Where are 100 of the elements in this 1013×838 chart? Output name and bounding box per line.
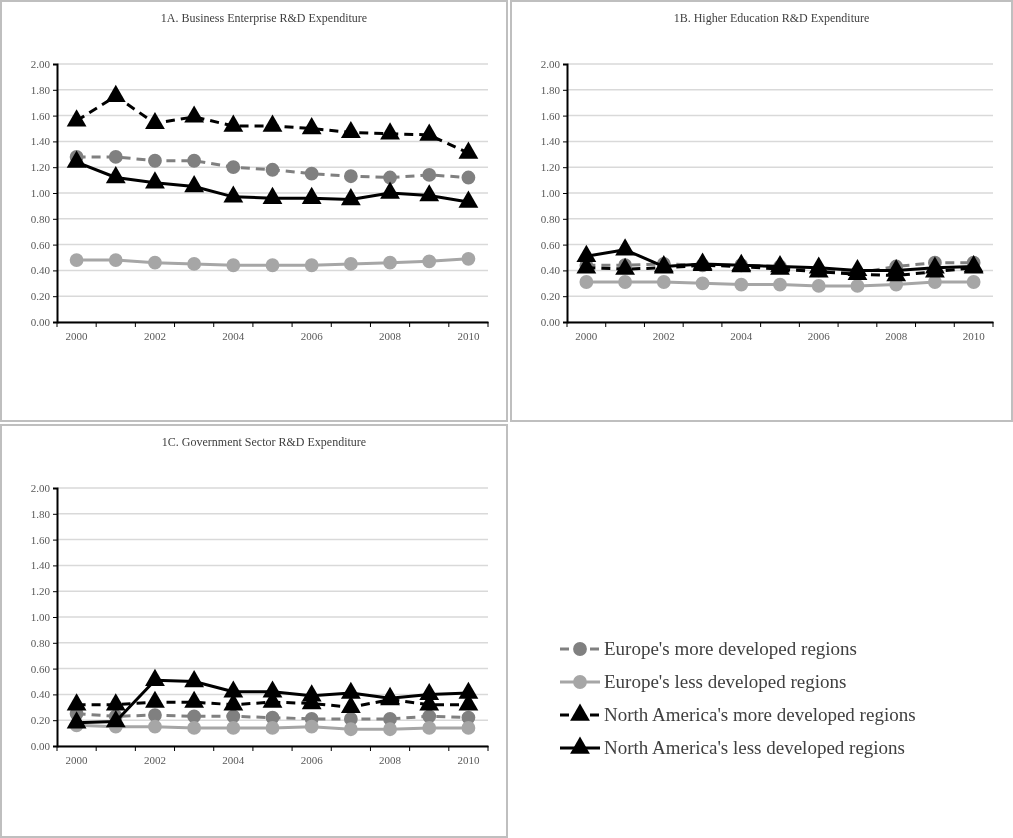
legend-label: Europe's less developed regions (604, 671, 847, 692)
y-tick-label: 0.60 (30, 238, 51, 251)
chart-title: 1A. Business Enterprise R&D Expenditure (160, 11, 368, 25)
point (419, 123, 440, 141)
x-tick-label: 2000 (65, 329, 89, 342)
point (461, 170, 476, 185)
point (108, 253, 123, 267)
point (66, 109, 87, 127)
y-tick-label: 1.20 (30, 585, 51, 598)
x-tick-label: 2004 (222, 329, 245, 342)
y-tick-label: 0.00 (540, 316, 561, 329)
point (422, 254, 437, 269)
y-tick-label: 0.40 (30, 264, 51, 277)
y-tick-label: 0.40 (30, 688, 51, 701)
x-tick-label: 2002 (652, 329, 675, 342)
point (304, 258, 319, 273)
x-tick-label: 2006 (807, 329, 831, 342)
point (419, 184, 440, 202)
x-tick-label: 2004 (222, 753, 245, 766)
x-tick-label: 2010 (457, 329, 480, 342)
y-tick-label: 2.00 (30, 58, 51, 71)
y-tick-label: 0.20 (30, 714, 51, 727)
y-tick-label: 0.80 (30, 212, 51, 225)
legend-label: North America's less developed regions (604, 737, 906, 758)
point (380, 122, 400, 140)
point (262, 186, 283, 204)
point (383, 255, 397, 270)
point (108, 149, 123, 164)
y-tick-label: 1.80 (540, 83, 561, 96)
x-tick-label: 2006 (300, 329, 324, 342)
point (187, 257, 202, 271)
point (145, 111, 165, 130)
x-tick-label: 2000 (575, 329, 598, 342)
point (265, 162, 280, 177)
y-tick-label: 0.80 (30, 636, 51, 649)
point (304, 166, 319, 181)
point (105, 84, 126, 102)
y-tick-label: 0.00 (30, 740, 51, 753)
x-tick-label: 2008 (379, 753, 402, 766)
y-tick-label: 0.20 (540, 290, 561, 303)
x-tick-label: 2008 (885, 329, 908, 342)
point (262, 114, 283, 132)
y-tick-label: 1.00 (30, 187, 51, 200)
point (343, 169, 358, 184)
y-tick-label: 0.00 (30, 316, 51, 329)
y-tick-label: 1.60 (540, 109, 561, 122)
legend-label: Europe's more developed regions (604, 638, 857, 659)
y-tick-label: 0.40 (540, 264, 561, 277)
y-tick-label: 0.80 (540, 212, 561, 225)
legend-label: North America's more developed regions (604, 704, 916, 725)
y-tick-label: 1.20 (540, 161, 561, 174)
point (223, 185, 244, 203)
chart-title: 1B. Higher Education R&D Expenditure (673, 11, 870, 25)
point (422, 168, 437, 182)
point (145, 171, 165, 189)
y-tick-label: 1.80 (30, 83, 51, 96)
x-tick-label: 2006 (300, 753, 324, 766)
y-tick-label: 1.00 (540, 187, 561, 200)
y-tick-label: 1.20 (30, 161, 51, 174)
x-tick-label: 2010 (962, 329, 986, 342)
y-tick-label: 0.60 (30, 662, 51, 675)
point (184, 175, 205, 193)
chart-title: 1C. Government Sector R&D Expenditure (161, 435, 367, 449)
point (340, 120, 361, 139)
point (223, 114, 244, 132)
point (380, 181, 400, 199)
y-tick-label: 1.80 (30, 507, 51, 520)
y-tick-label: 2.00 (540, 58, 561, 71)
point (461, 251, 476, 266)
point (343, 257, 358, 271)
y-tick-label: 1.40 (30, 135, 51, 148)
point (265, 258, 280, 273)
point (187, 153, 202, 168)
x-tick-label: 2002 (143, 753, 166, 766)
point (148, 255, 162, 270)
y-tick-label: 1.00 (30, 611, 51, 624)
point (148, 153, 162, 168)
y-tick-label: 1.60 (30, 533, 51, 546)
point (301, 186, 322, 204)
point (301, 117, 322, 135)
x-tick-label: 2002 (143, 329, 166, 342)
point (105, 166, 126, 184)
point (184, 105, 205, 123)
y-tick-label: 1.60 (30, 109, 51, 122)
y-tick-label: 1.40 (30, 559, 51, 572)
point (66, 150, 87, 168)
point (226, 258, 241, 273)
x-tick-label: 2008 (379, 329, 402, 342)
x-tick-label: 2000 (65, 753, 89, 766)
x-tick-label: 2004 (730, 329, 753, 342)
point (69, 253, 84, 267)
point (383, 170, 397, 185)
point (458, 141, 479, 159)
y-tick-label: 1.40 (540, 135, 561, 148)
point (458, 190, 479, 208)
point (340, 188, 361, 206)
y-tick-label: 2.00 (30, 482, 51, 495)
y-tick-label: 0.60 (540, 238, 561, 251)
y-tick-label: 0.20 (30, 290, 51, 303)
x-tick-label: 2010 (457, 753, 480, 766)
